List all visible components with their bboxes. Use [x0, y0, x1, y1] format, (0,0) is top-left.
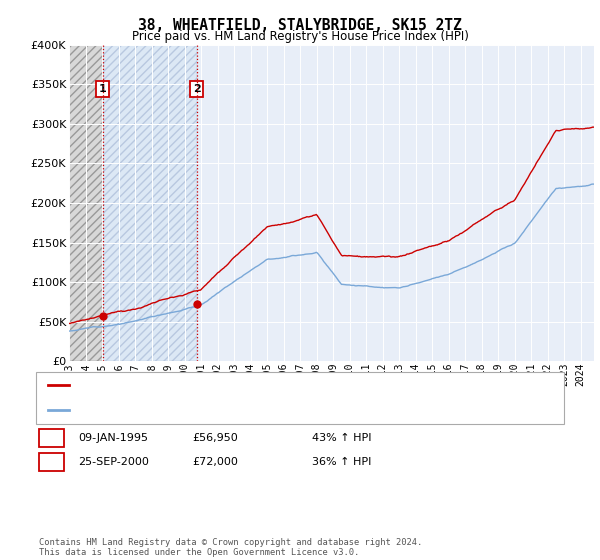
Text: Contains HM Land Registry data © Crown copyright and database right 2024.
This d: Contains HM Land Registry data © Crown c… [39, 538, 422, 557]
Text: 09-JAN-1995: 09-JAN-1995 [78, 433, 148, 443]
Text: £72,000: £72,000 [192, 457, 238, 467]
Text: 2: 2 [193, 84, 200, 94]
Bar [103, 45, 197, 361]
Text: 1: 1 [47, 431, 56, 445]
Text: 25-SEP-2000: 25-SEP-2000 [78, 457, 149, 467]
Text: 2: 2 [47, 455, 56, 469]
Text: 36% ↑ HPI: 36% ↑ HPI [312, 457, 371, 467]
Text: 38, WHEATFIELD, STALYBRIDGE, SK15 2TZ: 38, WHEATFIELD, STALYBRIDGE, SK15 2TZ [138, 18, 462, 33]
Text: 38, WHEATFIELD, STALYBRIDGE, SK15 2TZ (semi-detached house): 38, WHEATFIELD, STALYBRIDGE, SK15 2TZ (s… [75, 380, 418, 390]
Text: HPI: Average price, semi-detached house, Tameside: HPI: Average price, semi-detached house,… [75, 405, 346, 416]
Text: 1: 1 [98, 84, 106, 94]
Text: Price paid vs. HM Land Registry's House Price Index (HPI): Price paid vs. HM Land Registry's House … [131, 30, 469, 43]
Bar [69, 45, 103, 361]
Text: £56,950: £56,950 [192, 433, 238, 443]
Text: 43% ↑ HPI: 43% ↑ HPI [312, 433, 371, 443]
